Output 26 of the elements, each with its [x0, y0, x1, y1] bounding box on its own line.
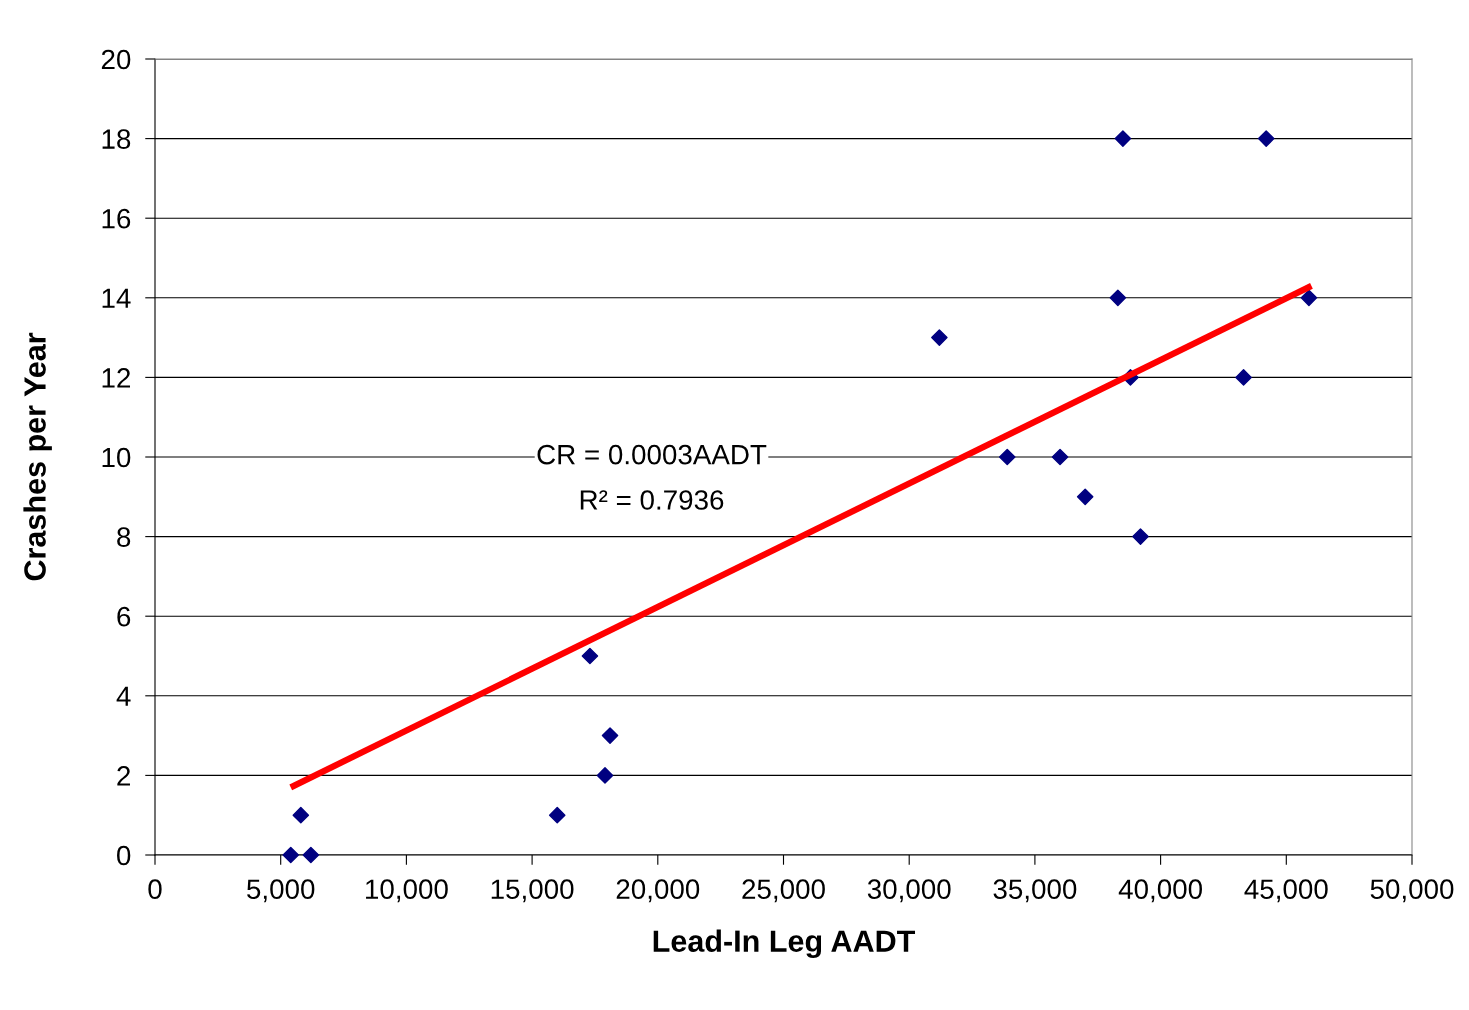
x-tick-label: 40,000: [1118, 879, 1202, 903]
y-axis-title: Crashes per Year: [23, 332, 52, 581]
x-tick-label: 5,000: [247, 879, 315, 903]
x-tick-label: 15,000: [491, 879, 574, 903]
x-tick-label: 35,000: [993, 879, 1077, 903]
x-tick-label: 10,000: [366, 879, 448, 903]
y-tick-label: 12: [102, 368, 130, 388]
x-axis-title: Lead-In Leg AADT: [653, 929, 916, 959]
annotation: R² = 0.7936: [580, 490, 724, 510]
x-tick-label: 50,000: [1370, 879, 1454, 903]
y-tick-label: 4: [116, 686, 131, 706]
y-tick-label: 6: [117, 606, 131, 627]
x-tick-label: 0: [148, 879, 162, 900]
y-tick-label: 2: [117, 766, 130, 786]
x-tick-label: 25,000: [742, 879, 825, 903]
y-tick-label: 16: [102, 208, 131, 229]
y-tick-label: 0: [117, 845, 131, 866]
y-tick-label: 8: [117, 527, 131, 547]
annotation: CR = 0.0003AADT: [537, 444, 767, 465]
y-tick-label: 10: [102, 447, 131, 468]
x-tick-label: 45,000: [1244, 879, 1328, 903]
y-tick-label: 18: [102, 129, 131, 149]
y-tick-label: 20: [101, 49, 131, 70]
y-tick-label: 14: [102, 288, 131, 308]
x-tick-label: 20,000: [616, 879, 700, 903]
x-tick-label: 30,000: [867, 879, 951, 903]
